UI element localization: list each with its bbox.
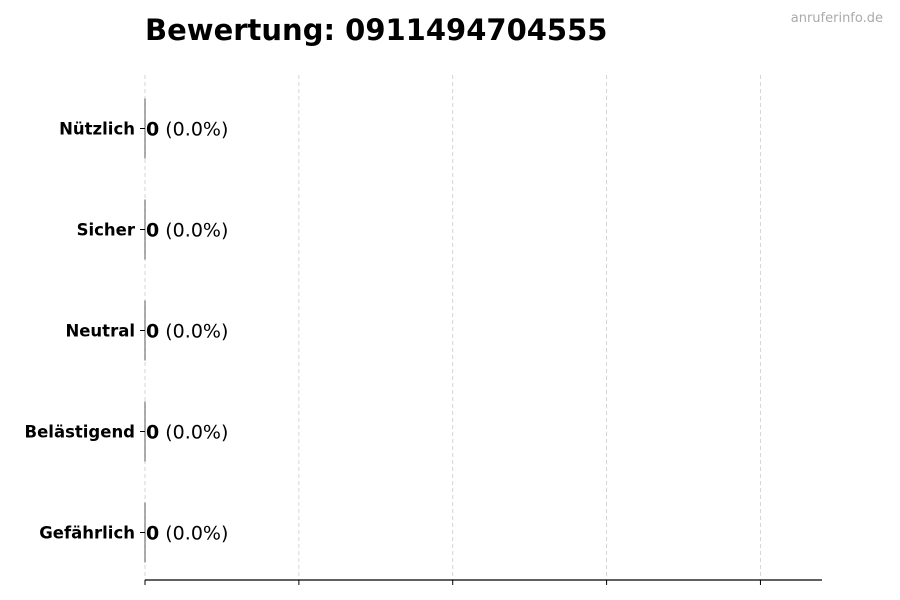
- data-label: 0 (0.0%): [146, 220, 228, 242]
- data-label-count: 0: [146, 321, 159, 343]
- labels: Nützlich 0 (0.0%) Sicher 0 (0.0%) Neutral 0 (…: [25, 119, 229, 545]
- watermark: anruferinfo.de: [791, 11, 883, 26]
- y-tick-label: Belästigend: [25, 423, 135, 442]
- grid: [144, 75, 761, 580]
- data-label: 0 (0.0%): [146, 523, 228, 545]
- y-tick-label: Neutral: [65, 322, 135, 341]
- data-label-percent: (0.0%): [159, 119, 228, 141]
- data-label-count: 0: [146, 422, 159, 444]
- chart-title: Bewertung: 0911494704555: [145, 13, 607, 47]
- data-label-percent: (0.0%): [159, 220, 228, 242]
- data-label: 0 (0.0%): [146, 422, 228, 444]
- y-tick-label: Nützlich: [59, 120, 135, 139]
- data-label-count: 0: [146, 523, 159, 545]
- data-label-percent: (0.0%): [159, 523, 228, 545]
- x-axis: [140, 128, 822, 585]
- data-label-count: 0: [146, 220, 159, 242]
- data-label-percent: (0.0%): [159, 422, 228, 444]
- data-label-percent: (0.0%): [159, 321, 228, 343]
- y-tick-label: Sicher: [77, 221, 136, 240]
- data-label: 0 (0.0%): [146, 321, 228, 343]
- y-tick-label: Gefährlich: [39, 524, 135, 543]
- data-label: 0 (0.0%): [146, 119, 228, 141]
- data-label-count: 0: [146, 119, 159, 141]
